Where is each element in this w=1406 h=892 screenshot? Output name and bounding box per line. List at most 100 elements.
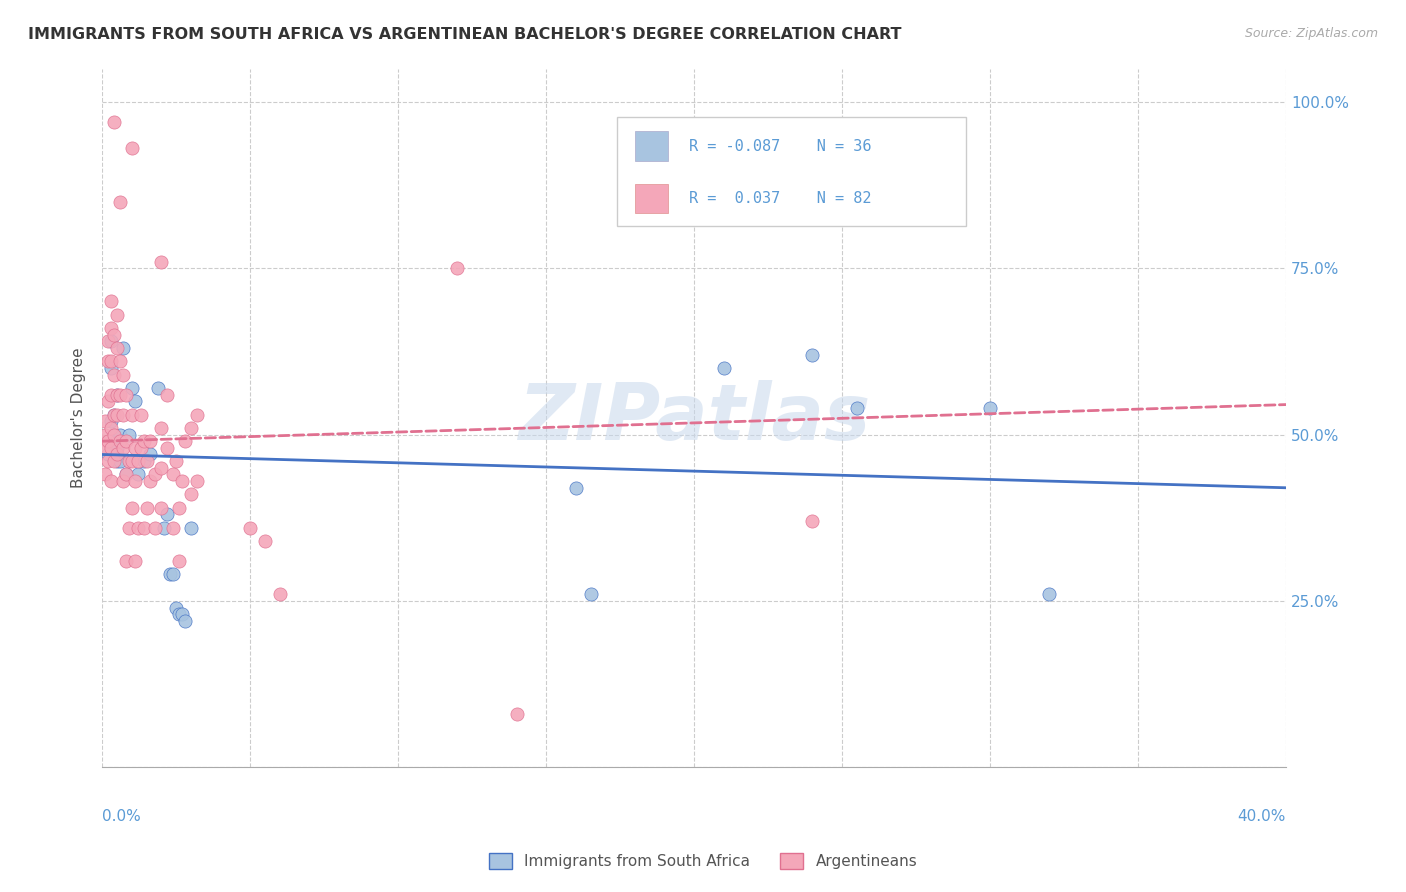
Point (127, 454, 149, 468)
Point (127, 467, 149, 482)
Point (103, 408, 125, 422)
Point (138, 448, 160, 462)
Point (172, 607, 194, 622)
Point (97, 394, 120, 409)
Point (94, 467, 117, 482)
Point (1038, 587, 1060, 601)
Point (124, 441, 146, 455)
Point (156, 508, 179, 522)
Point (115, 434, 138, 449)
Text: 40.0%: 40.0% (1237, 809, 1286, 824)
Point (97, 448, 120, 462)
FancyBboxPatch shape (636, 131, 668, 161)
Point (108, 194, 131, 209)
Point (124, 554, 146, 568)
Point (135, 500, 157, 515)
Point (132, 434, 155, 449)
Point (94, 427, 117, 442)
Point (105, 454, 128, 468)
Point (97, 334, 120, 349)
Point (129, 441, 152, 455)
Point (108, 434, 131, 449)
Point (103, 427, 125, 442)
Point (105, 341, 128, 355)
Point (97, 434, 120, 449)
Point (159, 567, 181, 582)
Point (269, 587, 291, 601)
Point (564, 481, 586, 495)
Point (103, 368, 125, 382)
Point (180, 421, 202, 435)
Point (135, 454, 157, 468)
Point (713, 361, 735, 376)
Point (153, 521, 176, 535)
Point (111, 474, 134, 488)
Text: R =  0.037    N = 82: R = 0.037 N = 82 (689, 191, 872, 206)
Point (111, 408, 134, 422)
Point (124, 474, 146, 488)
Point (174, 434, 197, 449)
Point (156, 441, 179, 455)
Point (108, 427, 131, 442)
Point (97, 354, 120, 368)
Point (145, 521, 167, 535)
Point (148, 381, 170, 395)
Point (162, 467, 184, 482)
Point (165, 454, 187, 468)
Point (103, 408, 125, 422)
Point (180, 521, 202, 535)
Point (579, 587, 602, 601)
Point (97, 454, 120, 468)
Point (150, 421, 173, 435)
Point (121, 381, 143, 395)
Point (108, 387, 131, 401)
Point (180, 487, 202, 501)
Point (162, 521, 184, 535)
Text: Source: ZipAtlas.com: Source: ZipAtlas.com (1244, 27, 1378, 40)
Point (156, 387, 179, 401)
Point (118, 454, 141, 468)
Point (165, 600, 187, 615)
Legend: Immigrants from South Africa, Argentineans: Immigrants from South Africa, Argentinea… (482, 847, 924, 875)
Point (111, 441, 134, 455)
Point (100, 387, 122, 401)
Point (115, 467, 138, 482)
FancyBboxPatch shape (636, 184, 668, 213)
Point (100, 294, 122, 309)
Point (103, 454, 125, 468)
Point (167, 554, 190, 568)
Point (105, 408, 128, 422)
Point (167, 607, 190, 622)
Point (174, 614, 197, 628)
Point (138, 434, 160, 449)
Text: 0.0%: 0.0% (103, 809, 141, 824)
Point (446, 261, 468, 276)
Point (100, 321, 122, 335)
Point (121, 141, 143, 155)
Point (100, 334, 122, 349)
Text: IMMIGRANTS FROM SOUTH AFRICA VS ARGENTINEAN BACHELOR'S DEGREE CORRELATION CHART: IMMIGRANTS FROM SOUTH AFRICA VS ARGENTIN… (28, 27, 901, 42)
Point (94, 441, 117, 455)
Point (132, 521, 155, 535)
Point (845, 401, 868, 415)
Point (111, 368, 134, 382)
Point (103, 115, 125, 129)
Point (505, 706, 527, 721)
Point (115, 387, 138, 401)
Point (94, 414, 117, 428)
Point (115, 554, 138, 568)
Point (127, 521, 149, 535)
Point (145, 467, 167, 482)
Text: ZIPatlas: ZIPatlas (517, 380, 870, 456)
Point (105, 308, 128, 322)
Point (111, 341, 134, 355)
Point (108, 354, 131, 368)
Point (118, 521, 141, 535)
Point (105, 387, 128, 401)
Point (105, 387, 128, 401)
Point (801, 514, 824, 528)
Point (186, 474, 208, 488)
Text: R = -0.087    N = 36: R = -0.087 N = 36 (689, 138, 872, 153)
Point (105, 441, 128, 455)
Point (100, 354, 122, 368)
